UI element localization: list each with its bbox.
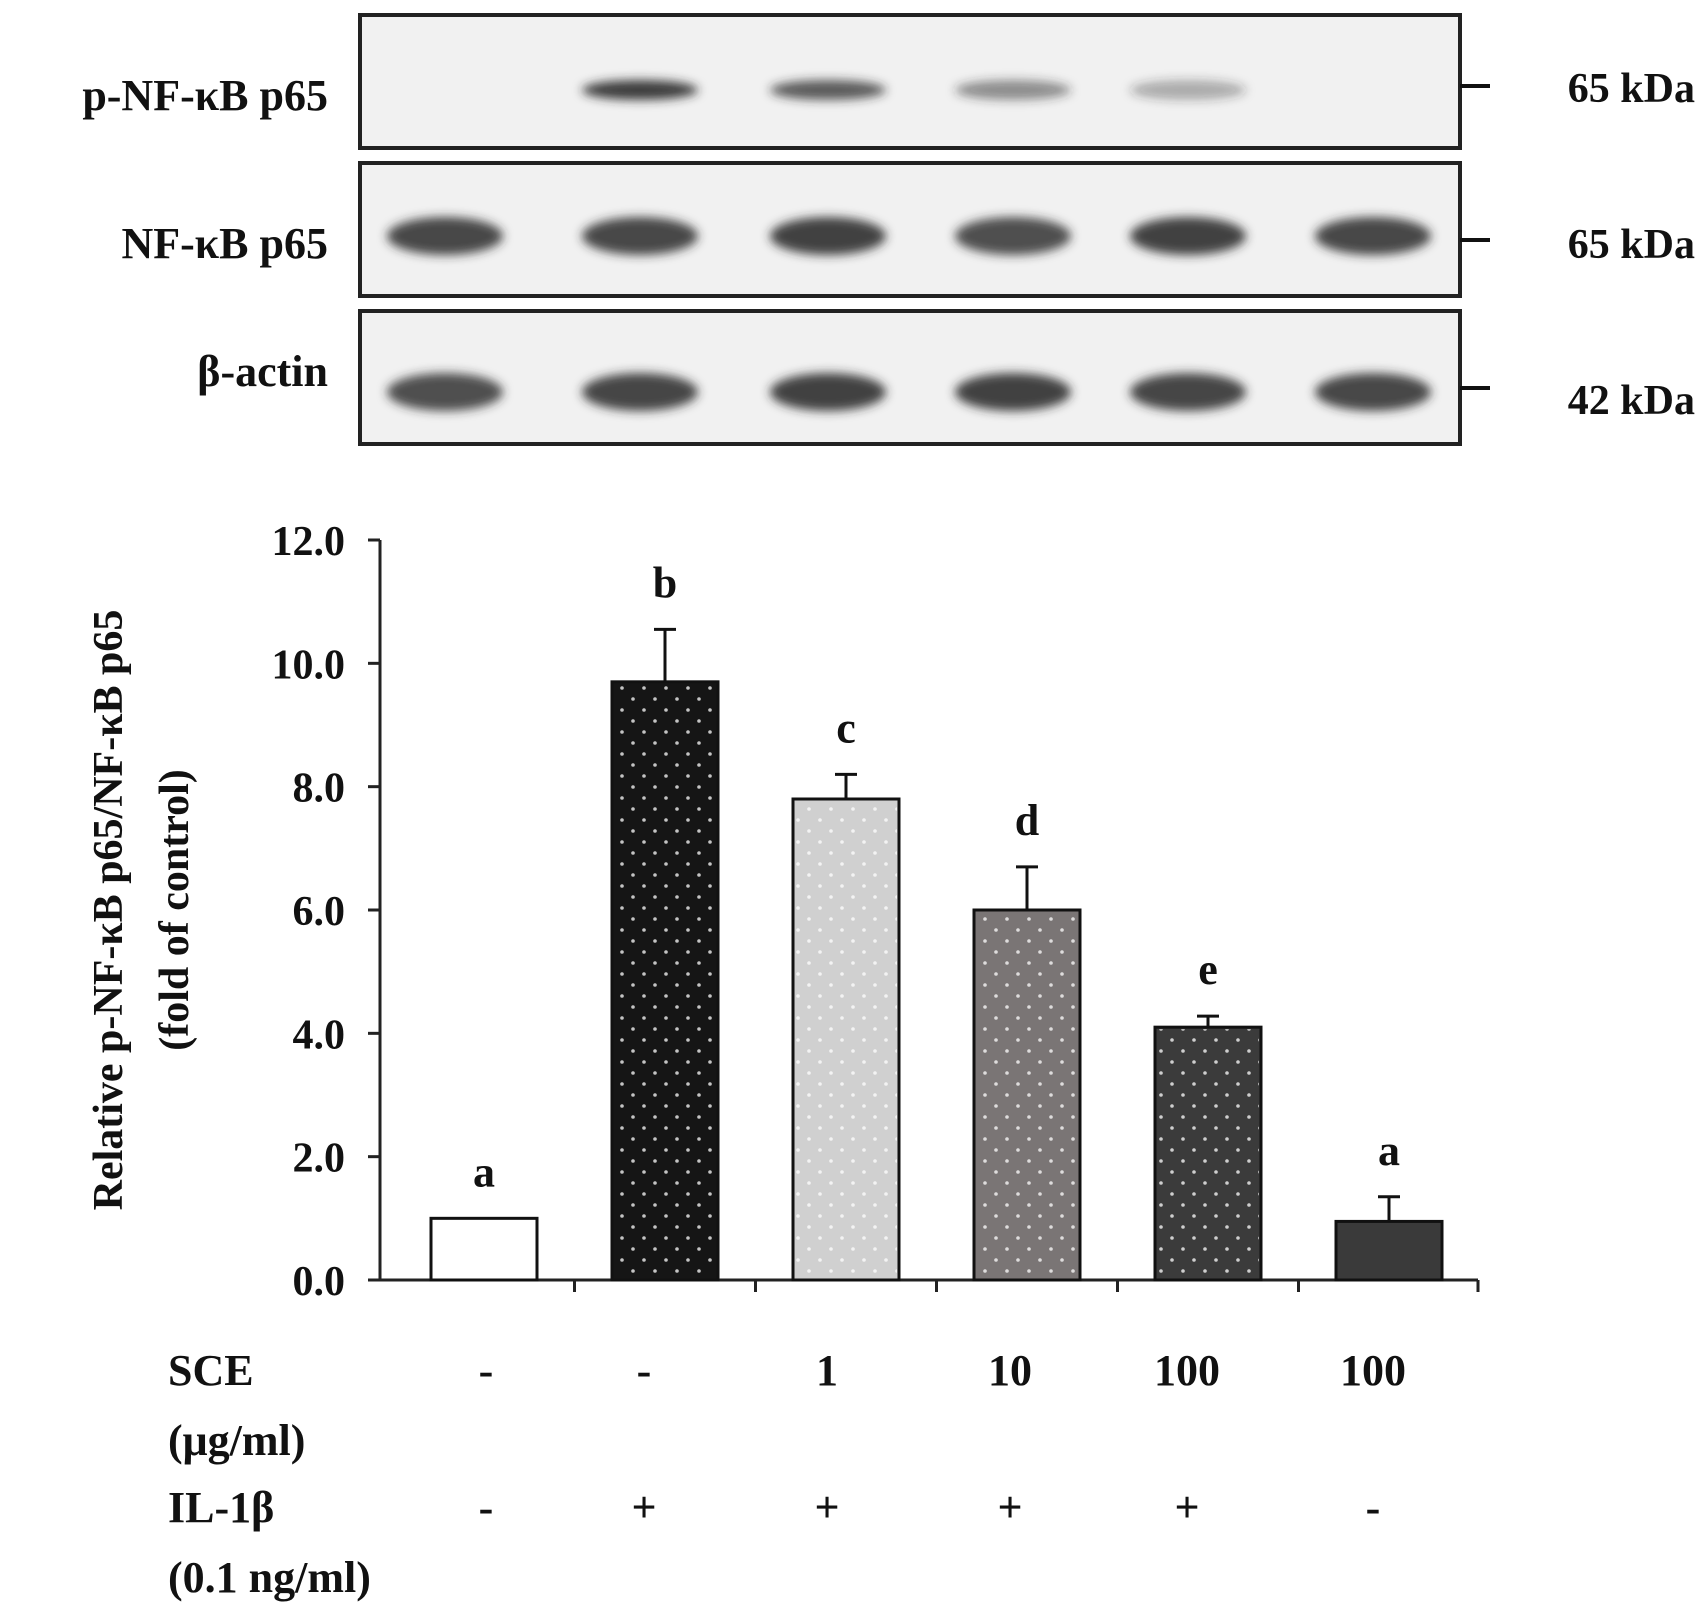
blot-band <box>387 373 503 411</box>
bar-texture <box>976 912 1078 1278</box>
treatment-value: + <box>997 1483 1022 1532</box>
treatment-value: 10 <box>988 1346 1032 1395</box>
significance-letter: e <box>1198 945 1218 994</box>
blot-band <box>582 217 698 255</box>
bar-texture <box>795 801 897 1278</box>
blot-label: β-actin <box>197 347 328 396</box>
treatment-value: - <box>637 1346 652 1395</box>
treatment-value: - <box>1366 1483 1381 1532</box>
significance-letter: b <box>653 558 677 607</box>
y-tick-label: 10.0 <box>272 642 346 688</box>
blot-row-beta-actin: β-actin 42 kDa <box>197 309 1695 446</box>
bars: a b c d e a <box>429 558 1444 1282</box>
treatment-value: + <box>814 1483 839 1532</box>
significance-letter: a <box>473 1147 495 1196</box>
y-tick-label: 0.0 <box>293 1259 346 1305</box>
blot-band <box>1130 373 1246 411</box>
treatment-value: - <box>479 1346 494 1395</box>
blot-label: p-NF-κB p65 <box>82 71 328 120</box>
y-tick-label: 6.0 <box>293 889 346 935</box>
y-tick-label: 12.0 <box>272 519 346 565</box>
bar-texture <box>1157 1029 1259 1278</box>
significance-letter: d <box>1015 796 1039 845</box>
bar-chart: 0.0 2.0 4.0 6.0 8.0 10.0 12.0 Relative p-NF-κB… <box>86 519 1480 1305</box>
treatment-label-il1b: IL-1β <box>168 1483 274 1532</box>
blot-band <box>387 217 503 255</box>
blot-band <box>1130 80 1246 100</box>
blot-bands <box>387 80 1431 411</box>
treatment-value: 1 <box>816 1346 838 1395</box>
blot-band <box>1130 217 1246 255</box>
treatment-value: 100 <box>1154 1346 1220 1395</box>
blot-band <box>955 217 1071 255</box>
blot-band <box>770 217 886 255</box>
treatment-table: SCE (μg/ml) IL-1β (0.1 ng/ml) - - 1 10 100 10… <box>168 1346 1406 1602</box>
treatment-value: - <box>479 1483 494 1532</box>
y-axis-label-line1: Relative p-NF-κB p65/NF-κB p65 <box>86 610 132 1211</box>
significance-letter: c <box>836 703 856 752</box>
treatment-value: + <box>631 1483 656 1532</box>
significance-letter: a <box>1378 1126 1400 1175</box>
marker-label: 65 kDa <box>1568 66 1695 112</box>
blot-band <box>582 373 698 411</box>
treatment-unit-il1b: (0.1 ng/ml) <box>168 1553 371 1602</box>
bar <box>1334 1219 1444 1282</box>
treatment-values: - - 1 10 100 100 - + + + + - <box>479 1346 1406 1532</box>
y-axis-label-line2: (fold of control) <box>152 769 198 1051</box>
treatment-value: 100 <box>1340 1346 1406 1395</box>
blot-frame <box>358 161 1462 298</box>
blot-label: NF-κB p65 <box>121 219 328 268</box>
x-axis-ticks <box>573 1280 1480 1292</box>
marker-label: 42 kDa <box>1568 378 1695 424</box>
blot-band <box>770 80 886 100</box>
y-tick-label: 2.0 <box>293 1136 346 1182</box>
marker-label: 65 kDa <box>1568 222 1695 268</box>
bar-texture <box>614 683 716 1278</box>
blot-band <box>1315 373 1431 411</box>
blot-band <box>1315 217 1431 255</box>
bar <box>429 1216 539 1282</box>
y-tick-label: 8.0 <box>293 766 346 812</box>
blot-row-p-nfkb: p-NF-κB p65 65 kDa <box>82 13 1695 150</box>
treatment-unit-sce: (μg/ml) <box>168 1416 305 1465</box>
y-tick-label: 4.0 <box>293 1012 346 1058</box>
blot-band <box>770 373 886 411</box>
blot-frame <box>358 309 1462 446</box>
blot-band <box>582 80 698 100</box>
y-axis: 0.0 2.0 4.0 6.0 8.0 10.0 12.0 <box>272 519 382 1305</box>
treatment-value: + <box>1174 1483 1199 1532</box>
blot-row-nfkb: NF-κB p65 65 kDa <box>121 161 1695 298</box>
blot-band <box>955 80 1071 100</box>
western-blot: p-NF-κB p65 65 kDa NF-κB p65 65 kDa β-ac… <box>82 13 1695 446</box>
blot-band <box>955 373 1071 411</box>
treatment-label-sce: SCE <box>168 1346 254 1395</box>
blot-frame <box>358 13 1462 150</box>
